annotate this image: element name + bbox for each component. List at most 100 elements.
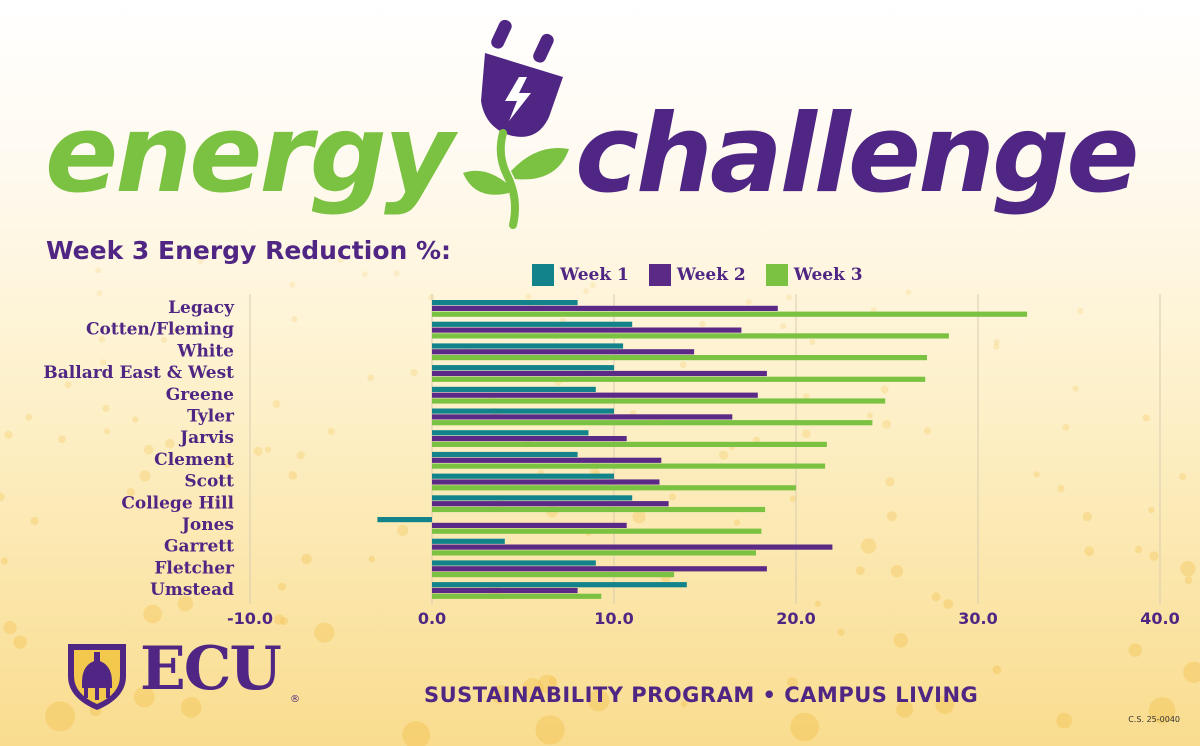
bar-week-2	[432, 501, 669, 507]
bar-week-1	[432, 560, 596, 566]
background-dot	[288, 471, 298, 480]
background-dot	[1180, 561, 1196, 577]
background-dot	[291, 316, 298, 323]
background-dot	[790, 712, 819, 742]
background-dot	[161, 337, 167, 343]
background-dot	[1082, 512, 1092, 522]
background-dot	[274, 614, 285, 625]
category-label: Ballard East & West	[43, 363, 234, 383]
background-dot	[993, 339, 1000, 345]
background-dot	[327, 427, 335, 435]
background-dot	[521, 678, 544, 700]
bar-week-3	[432, 333, 949, 339]
ecu-brand: ECU ®	[62, 632, 322, 712]
bar-week-3	[432, 311, 1028, 317]
legend-label-week-3: Week 3	[793, 265, 863, 285]
background-dot	[96, 290, 103, 297]
bar-week-3	[432, 355, 927, 361]
logo-word-challenge: challenge	[575, 92, 1140, 217]
background-dot	[1057, 485, 1065, 493]
category-label: Legacy	[168, 298, 235, 318]
background-dot	[368, 555, 376, 563]
background-dot	[402, 721, 431, 746]
category-label: Clement	[154, 450, 234, 470]
background-dot	[289, 281, 296, 288]
background-dot	[1062, 424, 1070, 431]
bar-chart: -10.0 0.0 10.0 20.0 30.0 40.0 LegacyCotten/Fle…	[43, 294, 1180, 628]
background-dot	[785, 294, 792, 301]
background-dot	[102, 404, 110, 412]
background-dot	[589, 282, 596, 289]
plug-leaf-icon	[463, 19, 569, 229]
background-dot	[3, 621, 17, 635]
background-dot	[132, 416, 139, 423]
background-dot	[745, 299, 752, 305]
document-code: C.S. 25-0040	[1128, 715, 1180, 724]
background-dot	[733, 519, 741, 526]
bar-week-3	[432, 528, 762, 534]
bar-week-1	[432, 321, 633, 327]
bar-week-1	[432, 386, 596, 392]
background-dot	[855, 566, 865, 576]
legend-swatch-week-2	[648, 264, 671, 286]
category-label: Jones	[180, 515, 234, 535]
background-dot	[680, 700, 688, 708]
bar-week-1	[432, 495, 633, 501]
bar-week-3	[432, 593, 602, 599]
background-dot	[143, 604, 162, 624]
legend-item-week-1: Week 1	[532, 264, 629, 286]
x-tick-label: 30.0	[958, 609, 997, 628]
registered-mark: ®	[290, 694, 300, 705]
background-dot	[133, 686, 155, 708]
legend-swatch-week-1	[532, 264, 554, 286]
bar-week-3	[432, 463, 826, 469]
bar-week-2	[432, 305, 778, 311]
bar-week-1	[432, 451, 578, 458]
background-dot	[126, 488, 136, 497]
background-dot	[0, 557, 8, 565]
bar-week-1	[432, 408, 614, 414]
x-tick-label: 40.0	[1140, 609, 1179, 628]
background-dot	[1084, 546, 1095, 557]
bar-week-2	[432, 436, 627, 442]
background-dot	[197, 258, 204, 265]
background-dot	[1072, 385, 1079, 392]
bar-week-3	[432, 441, 827, 447]
background-dot	[253, 446, 263, 456]
bar-week-3	[432, 506, 766, 513]
background-dot	[787, 677, 798, 688]
background-dot	[393, 270, 400, 277]
background-dot	[169, 328, 176, 335]
background-dot	[861, 538, 877, 554]
legend-item-week-2: Week 2	[648, 264, 746, 286]
ecu-wordmark: ECU	[140, 634, 282, 704]
background-dot	[104, 428, 111, 435]
background-dot	[905, 289, 912, 296]
legend-swatch-week-3	[765, 264, 788, 286]
background-dot	[548, 676, 557, 685]
background-dot	[491, 685, 510, 704]
background-dot	[699, 320, 706, 328]
background-dot	[525, 293, 532, 300]
energy-challenge-logo: energy challenge	[40, 95, 1160, 235]
bar-week-1	[432, 538, 505, 544]
chart-subtitle: Week 3 Energy Reduction %:	[46, 236, 452, 265]
background-dot	[58, 435, 66, 444]
background-dot	[931, 592, 941, 602]
background-dot	[1142, 414, 1150, 422]
legend-label-week-2: Week 2	[676, 265, 746, 285]
background-dot	[428, 294, 435, 301]
category-label: White	[176, 341, 234, 361]
category-label: Cotten/Fleming	[86, 320, 234, 340]
bar-week-3	[432, 550, 756, 556]
background-dot	[314, 622, 335, 643]
logo-word-energy: energy	[45, 92, 454, 217]
background-dot	[30, 516, 39, 526]
bar-week-2	[432, 479, 660, 485]
bar-week-2	[432, 349, 695, 355]
background-dot	[1128, 643, 1142, 657]
bar-week-1	[377, 517, 432, 523]
background-dot	[139, 470, 151, 482]
ecu-shield-icon	[68, 644, 126, 710]
